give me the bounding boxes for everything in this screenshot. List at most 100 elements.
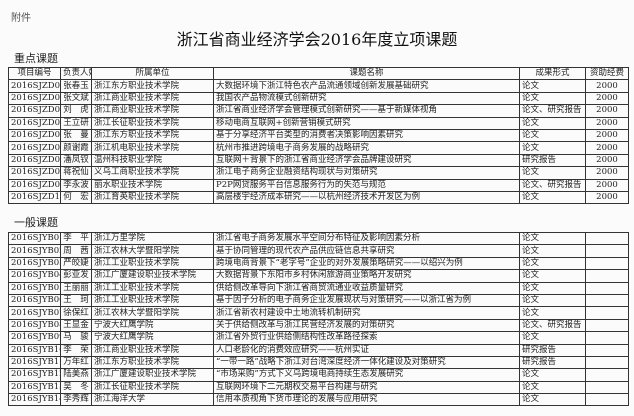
cell-leader-name: 蒋祝仙: [60, 166, 92, 180]
cell-project-code: 2016SJYB08: [8, 318, 61, 333]
cell-project-code: 2016SJZD04: [8, 116, 61, 130]
cell-topic: 信用本质视角下货币理论的发展与应用研究: [213, 393, 520, 407]
cell-topic: 大数据背景下东阳市乡村休闲旅游商业策略开发研究: [213, 269, 520, 283]
cell-funding: [585, 256, 629, 271]
cell-topic: “市场采购”方式下义乌跨境电商持续生态发展研究: [213, 368, 520, 382]
table-row: 2016SJYB06 王 珂浙江工业职业技术学院 基于因子分析的电子商务企业发展现状…: [8, 293, 629, 308]
table-row: 2016SJZD02 张文斌 浙江商业职业技术学院 我国农产品物流模式创新研究 论文 20…: [8, 91, 629, 106]
cell-topic: 杭州市推进跨境电子商务发展的战略研究: [213, 141, 520, 155]
cell-project-code: 2016SJYB05: [8, 281, 61, 295]
cell-leader-name: 王丽丽: [60, 281, 92, 295]
cell-result-form: 论文: [519, 231, 586, 246]
table-row: 2016SJYB03 严皎婕 浙江工业职业技术学院 跨境电商背景下“老字号”企业的对外…: [8, 256, 629, 271]
cell-project-code: 2016SJYB04: [8, 269, 61, 283]
cell-result-form: 论文: [519, 128, 586, 143]
cell-topic: 基于分享经济平台类型的消费者决策影响因素研究: [213, 128, 520, 143]
cell-topic: 基于协同管理的现代农产品供应链信息共享研究: [213, 244, 520, 258]
cell-unit: 丽水职业技术学院: [91, 178, 214, 192]
cell-project-code: 2016SJZD02: [8, 91, 61, 106]
cell-result-form: 论文: [519, 380, 586, 395]
cell-topic: 浙江省电子商务发展水平空间分布特征及影响因素分析: [213, 231, 520, 246]
cell-project-code: 2016SJYB06: [8, 293, 61, 308]
cell-topic: 我国农产品物流模式创新研究: [213, 91, 520, 106]
table-row: 2016SJYB11 万年红 浙江东方职业技术学院 “一带一路”战略下浙江对台湾深度经…: [8, 355, 629, 370]
cell-funding: [585, 244, 629, 258]
key-section-label: 重点课题: [14, 52, 58, 65]
cell-topic: P2P网贷服务平台信息服务行为的失范与规范: [213, 178, 520, 192]
cell-leader-name: 李 平: [60, 231, 92, 246]
cell-funding: [585, 293, 629, 308]
cell-result-form: 论文: [519, 79, 586, 93]
cell-unit: 浙江万里学院: [91, 231, 214, 246]
header-funding: 资助经费: [585, 66, 629, 81]
cell-result-form: 论文、研究报告: [519, 104, 586, 118]
table-row: 2016SJYB08 王显金 宁波大红鹰学院 关于供给侧改革与浙江民营经济发展的对策研…: [8, 318, 629, 333]
cell-unit: 义乌工商职业技术学院: [91, 166, 214, 180]
cell-project-code: 2016SJZD05: [8, 128, 61, 143]
cell-topic: 关于供给侧改革与浙江民营经济发展的对策研究: [213, 318, 520, 333]
cell-project-code: 2016SJYB02: [8, 244, 61, 258]
cell-leader-name: 王显金: [60, 318, 92, 333]
cell-topic: 移动电商互联网+创新营销模式研究: [213, 116, 520, 130]
cell-topic: 基于因子分析的电子商务企业发展现状与对策研究——以浙江省为例: [213, 293, 520, 308]
cell-leader-name: 马 骏: [60, 331, 92, 345]
table-row: 2016SJYB04 彭亚发 浙江广厦建设职业技术学院 大数据背景下东阳市乡村休闲旅游…: [8, 269, 629, 283]
cell-leader-name: 刘 虎: [60, 104, 92, 118]
cell-leader-name: 李永波: [60, 178, 92, 192]
cell-topic: 互联网＋背景下的浙江省商业经济学会品牌建设研究: [213, 153, 520, 168]
cell-leader-name: 李 荣: [60, 343, 92, 357]
cell-project-code: 2016SJZD09: [8, 178, 61, 192]
general-section-label: 一般课题: [14, 216, 58, 229]
header-topic: 课题名称: [213, 66, 520, 81]
cell-unit: 浙江广厦建设职业技术学院: [91, 368, 214, 382]
cell-leader-name: 张 曼: [60, 128, 92, 143]
cell-funding: 2000: [585, 104, 629, 118]
cell-project-code: 2016SJYB12: [8, 368, 61, 382]
cell-result-form: 论文、研究报告: [519, 178, 586, 192]
cell-unit: 浙江育英职业技术学院: [91, 190, 214, 205]
table-row: 2016SJYB14 李秀辉 浙江海洋大学 信用本质视角下货币理论的发展与应用研究 论文: [8, 393, 629, 407]
cell-result-form: 论文: [519, 281, 586, 295]
cell-funding: 2000: [585, 178, 629, 192]
cell-funding: [585, 281, 629, 295]
cell-unit: 浙江商业职业技术学院: [91, 104, 214, 118]
cell-topic: 供给侧改革导向下浙江省商贸流通业收益质量研究: [213, 281, 520, 295]
general-projects-table: 2016SJYB01 李 平浙江万里学院 浙江省电子商务发展水平空间分布特征及影响因…: [8, 231, 629, 407]
cell-funding: 2000: [585, 190, 629, 205]
table-row: 2016SJZD08 蒋祝仙 义乌工商职业技术学院 浙江电子商务企业融资结构现状与对策…: [8, 166, 629, 180]
annex-label: 附件: [11, 13, 31, 24]
cell-funding: 2000: [585, 128, 629, 143]
cell-project-code: 2016SJYB14: [8, 393, 61, 407]
cell-unit: 浙江农林大学暨阳学院: [91, 306, 214, 320]
cell-project-code: 2016SJZD07: [8, 153, 61, 168]
cell-project-code: 2016SJZD10: [8, 190, 61, 205]
table-row: 2016SJYB13 吴 冬浙江长征职业技术学院 互联网环境下二元期权交易平台构建与…: [8, 380, 629, 395]
cell-result-form: 研究报告: [519, 343, 586, 357]
cell-result-form: 论文: [519, 244, 586, 258]
cell-unit: 浙江广厦建设职业技术学院: [91, 269, 214, 283]
cell-unit: 温州科技职业学院: [91, 153, 214, 168]
table-row: 2016SJZD10 何 宏浙江育英职业技术学院 高层楼宇经济成本研究——以杭州经济…: [8, 190, 629, 205]
cell-leader-name: 徐保红: [60, 306, 92, 320]
cell-leader-name: 李秀辉: [60, 393, 92, 407]
header-unit: 所属单位: [91, 66, 214, 81]
cell-result-form: 论文: [519, 166, 586, 180]
cell-unit: 浙江东方职业技术学院: [91, 128, 214, 143]
table-row: 2016SJZD01 张春玉 浙江东方职业技术学院 大数据环境下浙江特色农产品流通领域…: [8, 79, 629, 93]
table-row: 2016SJYB02 周 茜浙江农林大学暨阳学院 基于协同管理的现代农产品供应链信息…: [8, 244, 629, 258]
cell-funding: [585, 343, 629, 357]
table-row: 2016SJZD07 潘凤钗 温州科技职业学院 互联网＋背景下的浙江省商业经济学会品牌…: [8, 153, 629, 168]
cell-leader-name: 王立研: [60, 116, 92, 130]
table-row: 2016SJZD09 李永波 丽水职业技术学院 P2P网贷服务平台信息服务行为的失范与…: [8, 178, 629, 192]
table-row: 2016SJZD03 刘 虎浙江商业职业技术学院 浙江省商业经济学会管理模式创新研究…: [8, 104, 629, 118]
cell-leader-name: 颜谢霞: [60, 141, 92, 155]
cell-topic: 高层楼宇经济成本研究——以杭州经济技术开发区为例: [213, 190, 520, 205]
cell-unit: 浙江海洋大学: [91, 393, 214, 407]
cell-funding: 2000: [585, 166, 629, 180]
cell-unit: 浙江工业职业技术学院: [91, 293, 214, 308]
cell-project-code: 2016SJYB09: [8, 331, 61, 345]
header-result-form: 成果形式: [519, 66, 586, 81]
cell-leader-name: 彭亚发: [60, 269, 92, 283]
table-row: 2016SJZD04 王立研 浙江长征职业技术学院 移动电商互联网+创新营销模式研究论…: [8, 116, 629, 130]
cell-unit: 宁波大红鹰学院: [91, 331, 214, 345]
